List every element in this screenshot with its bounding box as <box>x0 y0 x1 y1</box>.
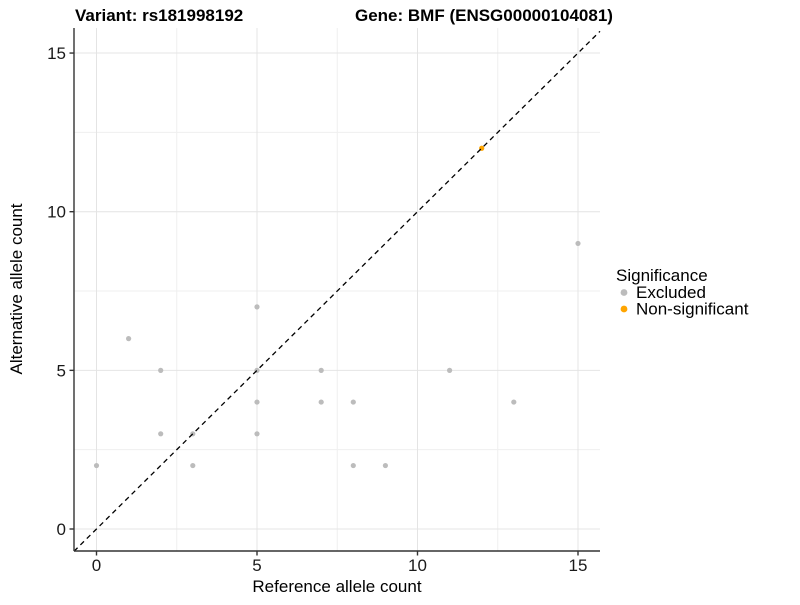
data-point-excluded <box>382 462 388 469</box>
legend: Significance Excluded Non-significant <box>616 266 749 319</box>
data-point-excluded <box>447 367 453 373</box>
x-tick-label: 15 <box>569 556 588 575</box>
y-tick-label: 10 <box>47 203 66 222</box>
y-tick-label: 0 <box>57 520 66 539</box>
scatter-points <box>93 145 581 469</box>
data-point-excluded <box>350 462 356 469</box>
data-point-excluded <box>254 304 260 310</box>
plot-title-gene: Gene: BMF (ENSG00000104081) <box>355 6 613 25</box>
y-axis-title: Alternative allele count <box>7 203 26 374</box>
data-point-excluded <box>254 399 260 405</box>
data-point-excluded <box>511 399 517 405</box>
data-point-excluded <box>93 462 100 469</box>
data-point-excluded <box>318 399 324 405</box>
data-point-excluded <box>126 336 132 342</box>
identity-dashed-line <box>73 30 601 552</box>
x-tick-label: 5 <box>252 556 261 575</box>
data-point-excluded <box>190 462 196 469</box>
data-point-excluded <box>575 240 581 247</box>
axis-tick-labels: 0 5 10 15 0 5 10 15 <box>47 44 587 575</box>
x-tick-label: 10 <box>408 556 427 575</box>
x-tick-label: 0 <box>92 556 101 575</box>
data-point-excluded <box>350 399 356 405</box>
x-axis-title: Reference allele count <box>252 577 421 596</box>
data-point-excluded <box>318 367 324 373</box>
legend-label-non-significant: Non-significant <box>636 300 749 319</box>
data-point-excluded <box>158 431 164 437</box>
data-point-excluded <box>158 367 164 373</box>
legend-title: Significance <box>616 266 708 285</box>
data-point-excluded <box>254 431 260 437</box>
legend-swatch-excluded <box>620 289 628 296</box>
plot-title-variant: Variant: rs181998192 <box>75 6 243 25</box>
legend-swatch-non-significant <box>620 305 628 313</box>
y-tick-label: 15 <box>47 44 66 63</box>
y-tick-label: 5 <box>57 361 66 380</box>
axis-ticks <box>69 52 579 556</box>
legend-label-excluded: Excluded <box>636 283 706 302</box>
